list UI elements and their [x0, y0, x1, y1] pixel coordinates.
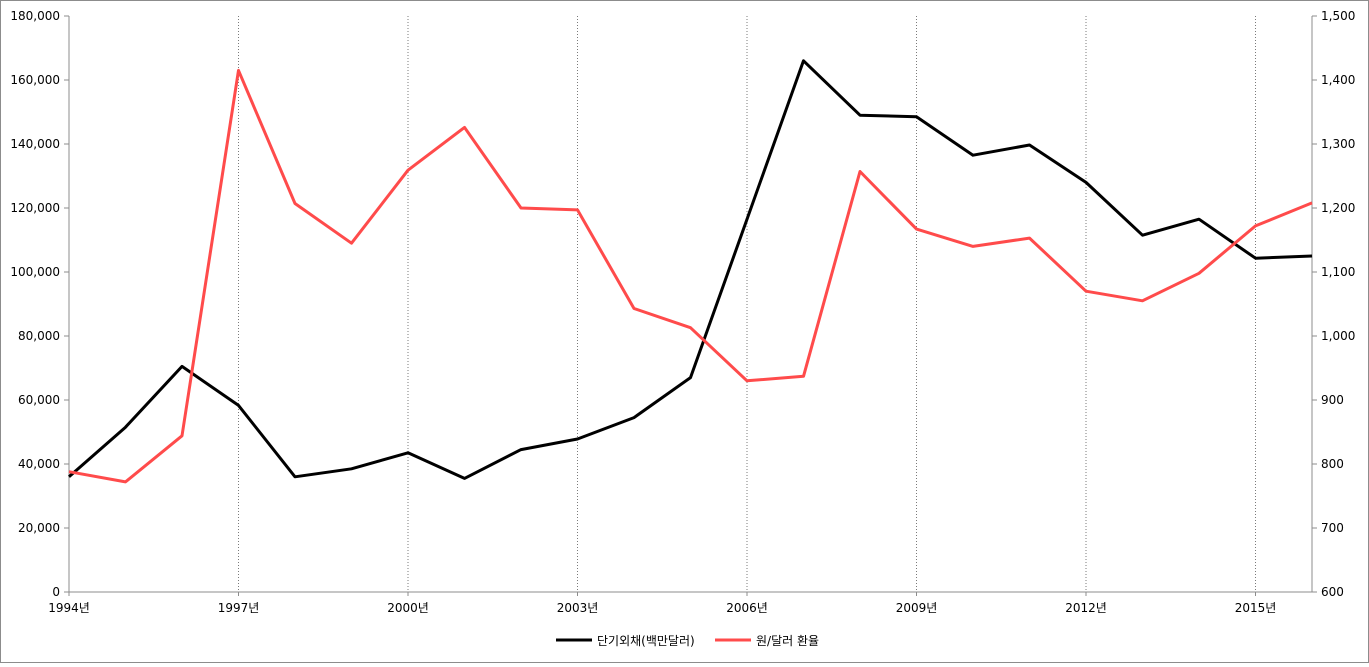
y-right-tick-label: 1,100 [1321, 265, 1355, 279]
y-right-tick-label: 1,300 [1321, 137, 1355, 151]
y-right-tick-label: 600 [1321, 585, 1344, 599]
y-right-tick-label: 1,500 [1321, 9, 1355, 23]
y-left-tick-label: 80,000 [18, 329, 60, 343]
y-left-tick-label: 0 [52, 585, 60, 599]
y-right-tick-label: 700 [1321, 521, 1344, 535]
y-right-tick-label: 800 [1321, 457, 1344, 471]
legend-label-exchange-rate: 원/달러 환율 [756, 634, 819, 648]
y-right-tick-label: 900 [1321, 393, 1344, 407]
x-tick-label: 2003년 [557, 601, 599, 615]
y-left-tick-label: 20,000 [18, 521, 60, 535]
x-tick-label: 1994년 [48, 601, 90, 615]
x-tick-label: 2009년 [896, 601, 938, 615]
y-left-tick-label: 120,000 [10, 201, 60, 215]
y-left-tick-label: 40,000 [18, 457, 60, 471]
x-tick-label: 2006년 [726, 601, 768, 615]
x-tick-label: 2012년 [1065, 601, 1107, 615]
x-tick-label: 2000년 [387, 601, 429, 615]
y-left-tick-label: 180,000 [10, 9, 60, 23]
x-tick-label: 1997년 [218, 601, 260, 615]
x-tick-label: 2015년 [1235, 601, 1277, 615]
y-right-tick-label: 1,400 [1321, 73, 1355, 87]
y-left-tick-label: 140,000 [10, 137, 60, 151]
y-left-tick-label: 60,000 [18, 393, 60, 407]
y-left-tick-label: 100,000 [10, 265, 60, 279]
legend-label-short-term-debt: 단기외채(백만달러) [597, 634, 695, 648]
y-left-tick-label: 160,000 [10, 73, 60, 87]
y-right-tick-label: 1,000 [1321, 329, 1355, 343]
y-right-tick-label: 1,200 [1321, 201, 1355, 215]
